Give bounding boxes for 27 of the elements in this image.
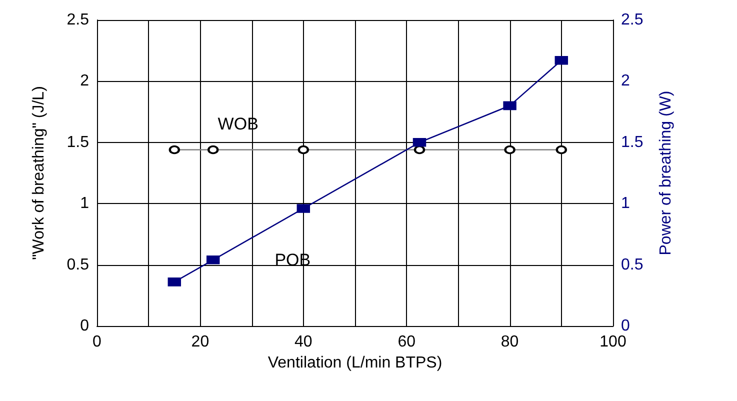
y-tick-label: 2.5 <box>66 12 90 28</box>
y-axis-title: "Work of breathing" (J/L) <box>30 86 48 260</box>
x-tick-label: 80 <box>500 334 519 350</box>
x-tick-label: 60 <box>398 334 416 350</box>
x-tick-label: 20 <box>191 334 210 350</box>
y-tick-label: 1.5 <box>66 134 90 151</box>
y2-tick-label: 0.5 <box>621 256 644 274</box>
y2-tick-label: 2.5 <box>621 12 644 28</box>
y2-tick-label: 2 <box>621 72 630 90</box>
point <box>206 255 220 264</box>
point <box>168 277 181 286</box>
y2-tick-label: 1.5 <box>621 134 644 151</box>
y-tick-label: 0.5 <box>66 256 90 274</box>
x-tick-label: 40 <box>294 334 312 350</box>
x-axis-title: Ventilation (L/min BTPS) <box>268 354 442 372</box>
y2-axis-title: Power of breathing (W) <box>658 90 674 256</box>
point <box>413 138 426 147</box>
point <box>296 204 310 213</box>
x-tick-label: 0 <box>92 334 102 350</box>
y2-tick-label: 0 <box>621 318 630 334</box>
y-tick-label: 2 <box>80 72 90 90</box>
point <box>503 101 516 110</box>
point <box>554 56 568 65</box>
y-tick-label: 1 <box>80 195 90 212</box>
y2-tick-label: 1 <box>621 195 630 212</box>
x-tick-label: 100 <box>600 334 626 350</box>
y-tick-label: 0 <box>80 318 90 334</box>
